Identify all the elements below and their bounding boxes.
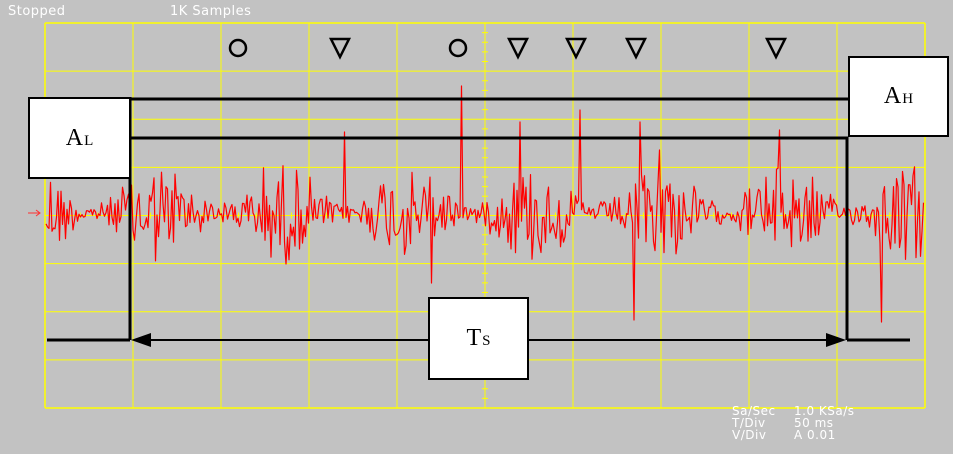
volt-div-value: A 0.01 (794, 428, 836, 442)
period-arrow-right-head (826, 333, 846, 347)
triangle-down-marker-icon (328, 37, 352, 60)
time-div-value: 50 ms (794, 416, 834, 430)
sample-count: 1K Samples (170, 4, 252, 19)
scope-settings-readout: Sa/Sec 1.0 KSa/s T/Div 50 ms V/Div A 0.0… (732, 405, 947, 441)
low-threshold-label-main: A (65, 124, 84, 151)
readout-row-sample-rate: Sa/Sec 1.0 KSa/s (732, 405, 947, 417)
readout-row-volt-div: V/Div A 0.01 (732, 429, 947, 441)
ground-reference-marker (28, 209, 41, 217)
period-label-sub: S (482, 333, 491, 349)
event-markers (228, 37, 788, 60)
circle-marker-icon (228, 38, 248, 58)
acquisition-status: Stopped (8, 4, 66, 19)
high-threshold-label-sub: H (902, 91, 914, 107)
high-threshold-label-main: A (883, 83, 902, 109)
sample-rate-key: Sa/Sec (732, 404, 776, 418)
triangle-down-marker-icon (506, 37, 530, 60)
time-div-key: T/Div (732, 416, 766, 430)
signal-trace (45, 85, 925, 323)
triangle-down-marker-icon (564, 37, 588, 60)
sample-rate-value: 1.0 KSa/s (794, 404, 855, 418)
triangle-down-marker-icon (624, 37, 648, 60)
triangle-down-marker-icon (764, 37, 788, 60)
circle-marker-icon (448, 38, 468, 58)
low-threshold-label-sub: L (84, 132, 94, 149)
period-label-main: T (466, 325, 482, 351)
period-arrow-left-head (131, 333, 151, 347)
volt-div-key: V/Div (732, 428, 767, 442)
readout-row-time-div: T/Div 50 ms (732, 417, 947, 429)
